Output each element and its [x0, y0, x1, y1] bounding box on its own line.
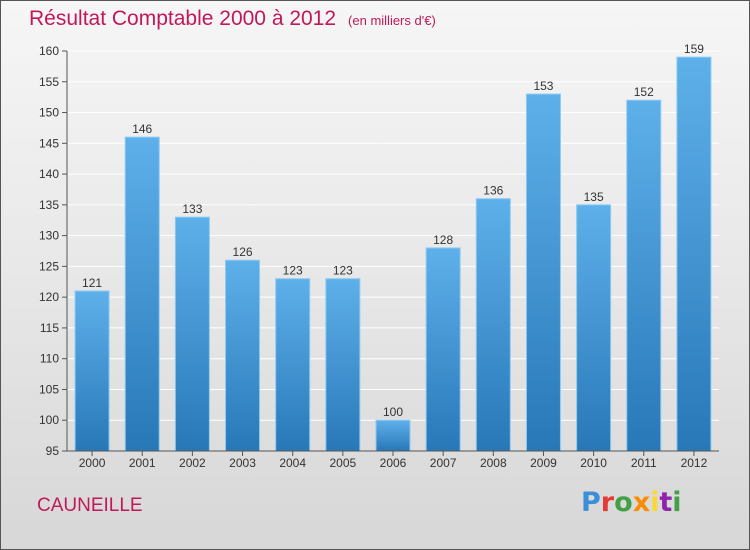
x-tick-label-2008: 2008: [480, 456, 507, 470]
bar-2007: [425, 247, 461, 452]
y-tick-label: 130: [39, 229, 59, 243]
value-label-2002: 133: [182, 202, 202, 216]
x-tick-label-2009: 2009: [530, 456, 557, 470]
value-label-2006: 100: [383, 405, 403, 419]
y-tick-label: 150: [39, 106, 59, 120]
axes: 95 100 105 110 115 120 125 130 135 140 145 150 155 16…: [39, 44, 719, 470]
commune-name: CAUNEILLE: [37, 495, 143, 516]
value-label-2008: 136: [483, 184, 503, 198]
y-tick-label: 155: [39, 75, 59, 89]
y-tick-label: 135: [39, 198, 59, 212]
bar-2009: [525, 93, 561, 452]
x-tick-label-2001: 2001: [129, 456, 156, 470]
logo-letter: t: [659, 487, 673, 518]
bar-2010: [576, 204, 612, 452]
value-label-2004: 123: [283, 264, 303, 278]
bar-2002: [174, 216, 210, 452]
proxiti-logo: Proxiti: [581, 487, 682, 518]
x-tick-label-2007: 2007: [430, 456, 457, 470]
bar-2008: [475, 198, 511, 452]
value-label-2000: 121: [82, 276, 102, 290]
y-tick-label: 140: [39, 167, 59, 181]
chart-title-text: Résultat Comptable 2000 à 2012: [29, 7, 337, 30]
y-tick-label: 95: [46, 444, 60, 458]
y-tick-label: 100: [39, 413, 59, 427]
value-label-2010: 135: [584, 190, 604, 204]
data-labels: 121 146 133 126 123 123 100 128 136 153 135 152 159: [82, 42, 704, 419]
value-label-2009: 153: [533, 79, 553, 93]
bar-2012: [676, 56, 712, 452]
grid-lines: [67, 50, 719, 421]
bar-2000: [74, 290, 110, 452]
logo-letter: P: [581, 487, 601, 518]
value-label-2003: 126: [233, 245, 253, 259]
y-tick-label: 125: [39, 259, 59, 273]
y-tick-label: 145: [39, 136, 59, 150]
logo-letter: i: [650, 487, 660, 518]
x-tick-label-2006: 2006: [380, 456, 407, 470]
y-tick-label: 160: [39, 44, 59, 58]
value-label-2005: 123: [333, 264, 353, 278]
y-tick-label: 105: [39, 382, 59, 396]
value-label-2001: 146: [132, 122, 152, 136]
value-label-2007: 128: [433, 233, 453, 247]
chart-subtitle: (en milliers d'€): [348, 13, 436, 28]
x-tick-label-2003: 2003: [229, 456, 256, 470]
x-tick-label-2005: 2005: [329, 456, 356, 470]
x-tick-label-2011: 2011: [631, 456, 657, 470]
logo-letter: r: [600, 487, 615, 518]
x-tick-label-2010: 2010: [580, 456, 607, 470]
y-tick-label: 110: [40, 352, 59, 366]
logo-letter: x: [632, 487, 651, 518]
logo-letter: i: [672, 487, 682, 518]
x-tick-label-2012: 2012: [681, 456, 708, 470]
bar-2003: [225, 259, 261, 452]
bar-2011: [626, 99, 662, 452]
y-tick-label: 120: [39, 290, 59, 304]
value-label-2011: 152: [634, 85, 654, 99]
bar-2005: [325, 278, 361, 452]
chart-title: Résultat Comptable 2000 à 2012 (en millie…: [29, 7, 436, 31]
bar-2001: [124, 136, 160, 452]
bar-2006: [375, 419, 411, 452]
x-tick-label-2000: 2000: [79, 456, 106, 470]
value-label-2012: 159: [684, 42, 704, 56]
bar-2004: [275, 278, 311, 452]
bars: [74, 56, 712, 452]
x-tick-label-2004: 2004: [279, 456, 306, 470]
x-tick-label-2002: 2002: [179, 456, 206, 470]
logo-letter: o: [614, 487, 633, 518]
y-tick-label: 115: [40, 321, 59, 335]
